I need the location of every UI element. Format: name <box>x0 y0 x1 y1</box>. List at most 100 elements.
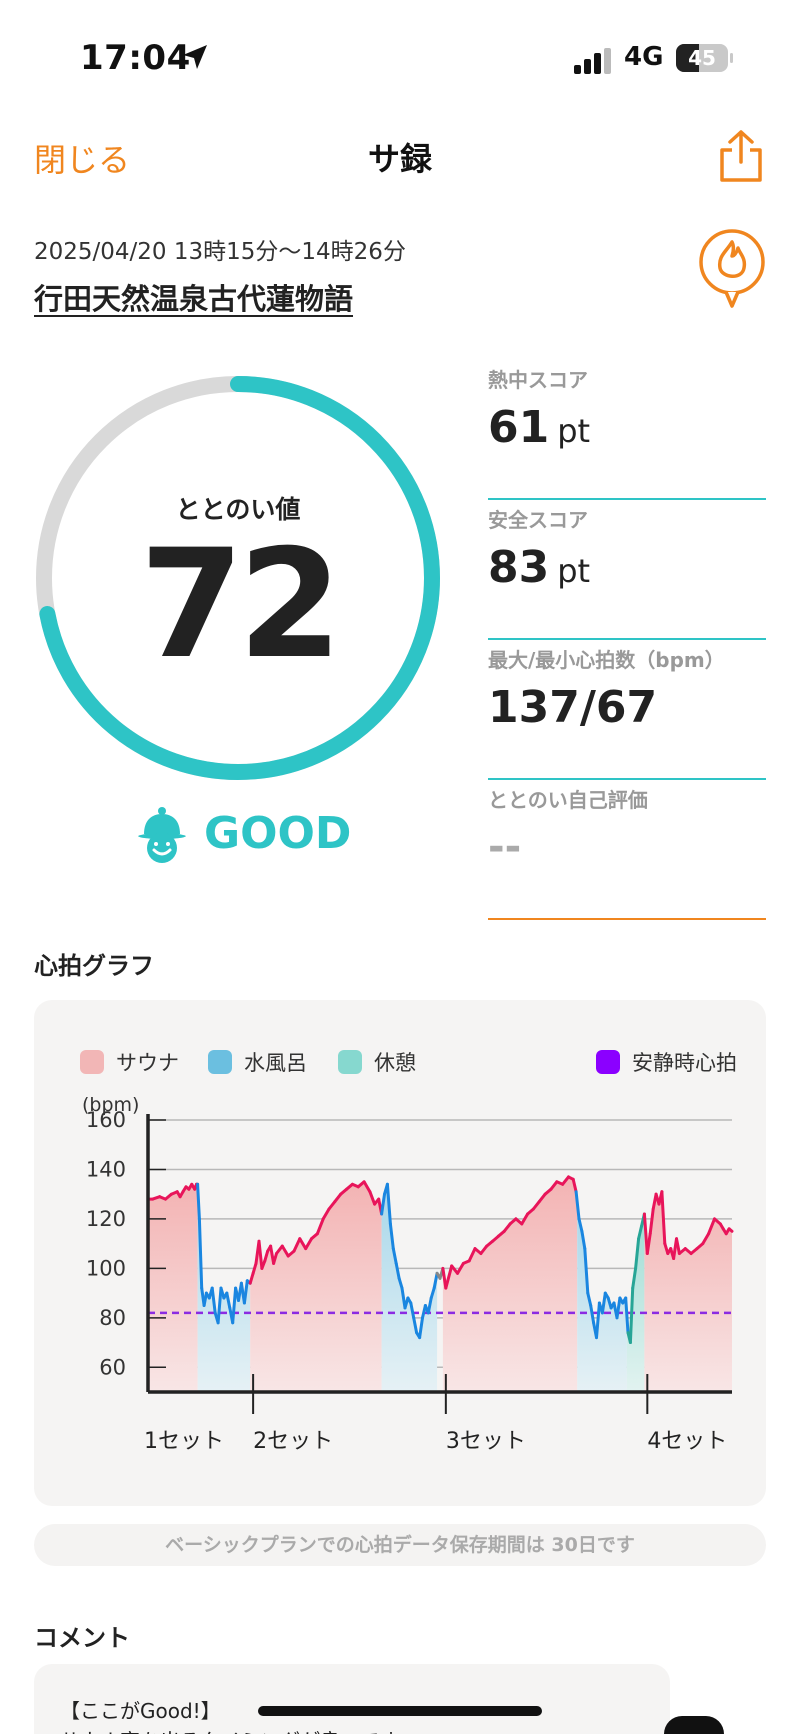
totonoi-gauge <box>36 376 440 780</box>
graph-section-title: 心拍グラフ <box>34 952 154 980</box>
hr-line-segment <box>263 1249 270 1263</box>
hr-line-segment <box>251 1261 258 1275</box>
hr-line-segment <box>589 1304 596 1325</box>
phase-area-sauna-2 <box>250 1181 382 1392</box>
heat-score: 熱中スコア 61 pt <box>488 364 766 500</box>
heat-score-unit: pt <box>557 412 591 450</box>
hr-line-segment <box>645 1232 652 1255</box>
set-label-4: 4セット <box>647 1429 727 1454</box>
legend-rest: 休憩 <box>338 1047 416 1077</box>
hr-line-segment <box>520 1212 530 1226</box>
hr-line-segment <box>216 1286 223 1325</box>
hr-line-segment <box>707 1217 716 1236</box>
heart-rate-range: 最大/最小心拍数（bpm） 137/67 <box>488 644 766 780</box>
hr-line-segment <box>248 1271 255 1285</box>
hr-line-segment <box>624 1296 630 1335</box>
gauge-label: ととのい値 <box>175 495 301 524</box>
gauge-value: 72 <box>139 518 343 692</box>
hr-line-segment <box>272 1252 278 1265</box>
hr-line-segment <box>242 1279 249 1305</box>
hr-line-segment <box>231 1286 238 1325</box>
hr-line-segment <box>615 1296 622 1320</box>
hr-line-segment <box>634 1237 641 1270</box>
y-tick-label-120: 120 <box>86 1207 126 1231</box>
fire-badge-icon[interactable] <box>696 228 768 312</box>
heat-score-label: 熱中スコア <box>488 368 588 392</box>
legend-cold-bath-label: 水風呂 <box>244 1051 307 1075</box>
hr-line-segment <box>429 1286 436 1300</box>
y-tick-label-60: 60 <box>99 1355 126 1379</box>
hr-line-segment <box>537 1192 547 1204</box>
set-label-3: 3セット <box>446 1429 526 1454</box>
hr-line-segment <box>432 1271 439 1290</box>
safety-score: 安全スコア 83 pt <box>488 504 766 640</box>
gauge-fill <box>36 376 440 780</box>
hr-line-segment <box>727 1227 734 1233</box>
share-icon[interactable] <box>716 128 766 184</box>
hr-line-segment <box>586 1291 593 1307</box>
heart-rate-value: 137/67 <box>488 682 658 733</box>
phase-area-sauna-7 <box>644 1191 732 1392</box>
hr-line-segment <box>479 1244 489 1255</box>
hr-line-segment <box>397 1276 404 1290</box>
facility-link[interactable]: 行田天然温泉古代蓮物語 <box>34 282 354 316</box>
y-tick-label-160: 160 <box>86 1108 126 1132</box>
storage-note: ベーシックプランでの心拍データ保存期間は 30日です <box>34 1524 766 1566</box>
legend-resting-hr-swatch <box>596 1050 620 1074</box>
home-indicator[interactable] <box>258 1706 542 1716</box>
page-title: サ録 <box>367 140 432 178</box>
legend-cold-bath-swatch <box>208 1050 232 1074</box>
hr-line-segment <box>257 1239 264 1270</box>
y-tick-label-80: 80 <box>99 1306 126 1330</box>
phase-area-sauna-0 <box>148 1184 198 1392</box>
y-tick-label-100: 100 <box>86 1256 126 1280</box>
set-label-2: 2セット <box>253 1429 333 1454</box>
floating-mascot <box>664 1716 724 1734</box>
hr-line-segment <box>394 1261 401 1280</box>
set-label-1: 1セット <box>144 1429 224 1454</box>
self-evaluation-label: ととのい自己評価 <box>488 788 648 812</box>
session-time-range: 2025/04/20 13時15分〜14時26分 <box>34 239 406 265</box>
hr-line-segment <box>549 1180 559 1191</box>
hr-line-segment <box>368 1190 377 1206</box>
hr-line-segment <box>574 1190 581 1221</box>
safety-score-label: 安全スコア <box>488 508 588 532</box>
safety-score-value: 83 <box>488 542 550 593</box>
battery-icon: 45 <box>676 44 733 72</box>
hr-line-segment <box>456 1261 465 1275</box>
hr-line-segment <box>333 1192 343 1204</box>
y-axis-label: (bpm) <box>82 1094 140 1116</box>
legend-resting-hr: 安静時心拍 <box>596 1047 737 1077</box>
hr-line-segment <box>631 1266 638 1290</box>
hr-line-segment <box>577 1217 584 1233</box>
hr-line-segment <box>675 1237 681 1255</box>
y-tick-label-140: 140 <box>86 1157 126 1181</box>
phase-area-cold-3 <box>381 1184 438 1392</box>
hr-line-segment <box>196 1182 201 1221</box>
hr-line-segment <box>426 1296 433 1315</box>
hr-line-segment <box>571 1177 578 1194</box>
hr-line-segment <box>648 1207 655 1236</box>
status-bar: 17:04 4G 45 <box>0 0 800 110</box>
hr-line-segment <box>412 1316 419 1335</box>
self-evaluation-value[interactable]: -- <box>488 824 522 870</box>
hr-line-segment <box>327 1200 337 1211</box>
grade-label: GOOD <box>204 808 352 859</box>
hr-line-segment <box>600 1291 607 1315</box>
heart-rate-chart: 60 80 100 120 140 160 1セット 2セット 3セット 4セット <box>86 1108 734 1454</box>
close-button[interactable]: 閉じる <box>34 135 130 181</box>
status-time: 17:04 <box>80 38 191 78</box>
hr-line-segment <box>502 1222 512 1233</box>
hr-line-segment <box>321 1207 331 1221</box>
phase-area-cold-5 <box>577 1202 627 1392</box>
hr-line-segment <box>391 1247 398 1265</box>
self-evaluation[interactable]: ととのい自己評価 -- <box>488 784 766 920</box>
hr-line-segment <box>637 1224 643 1241</box>
heat-score-value: 61 <box>488 402 550 453</box>
hr-line-segment <box>531 1200 541 1211</box>
hr-line-segment <box>380 1192 386 1216</box>
mascot-icon <box>138 807 186 863</box>
hr-line-segment <box>583 1247 590 1295</box>
hr-line-segment <box>362 1180 372 1194</box>
hr-line-segment <box>298 1237 308 1251</box>
